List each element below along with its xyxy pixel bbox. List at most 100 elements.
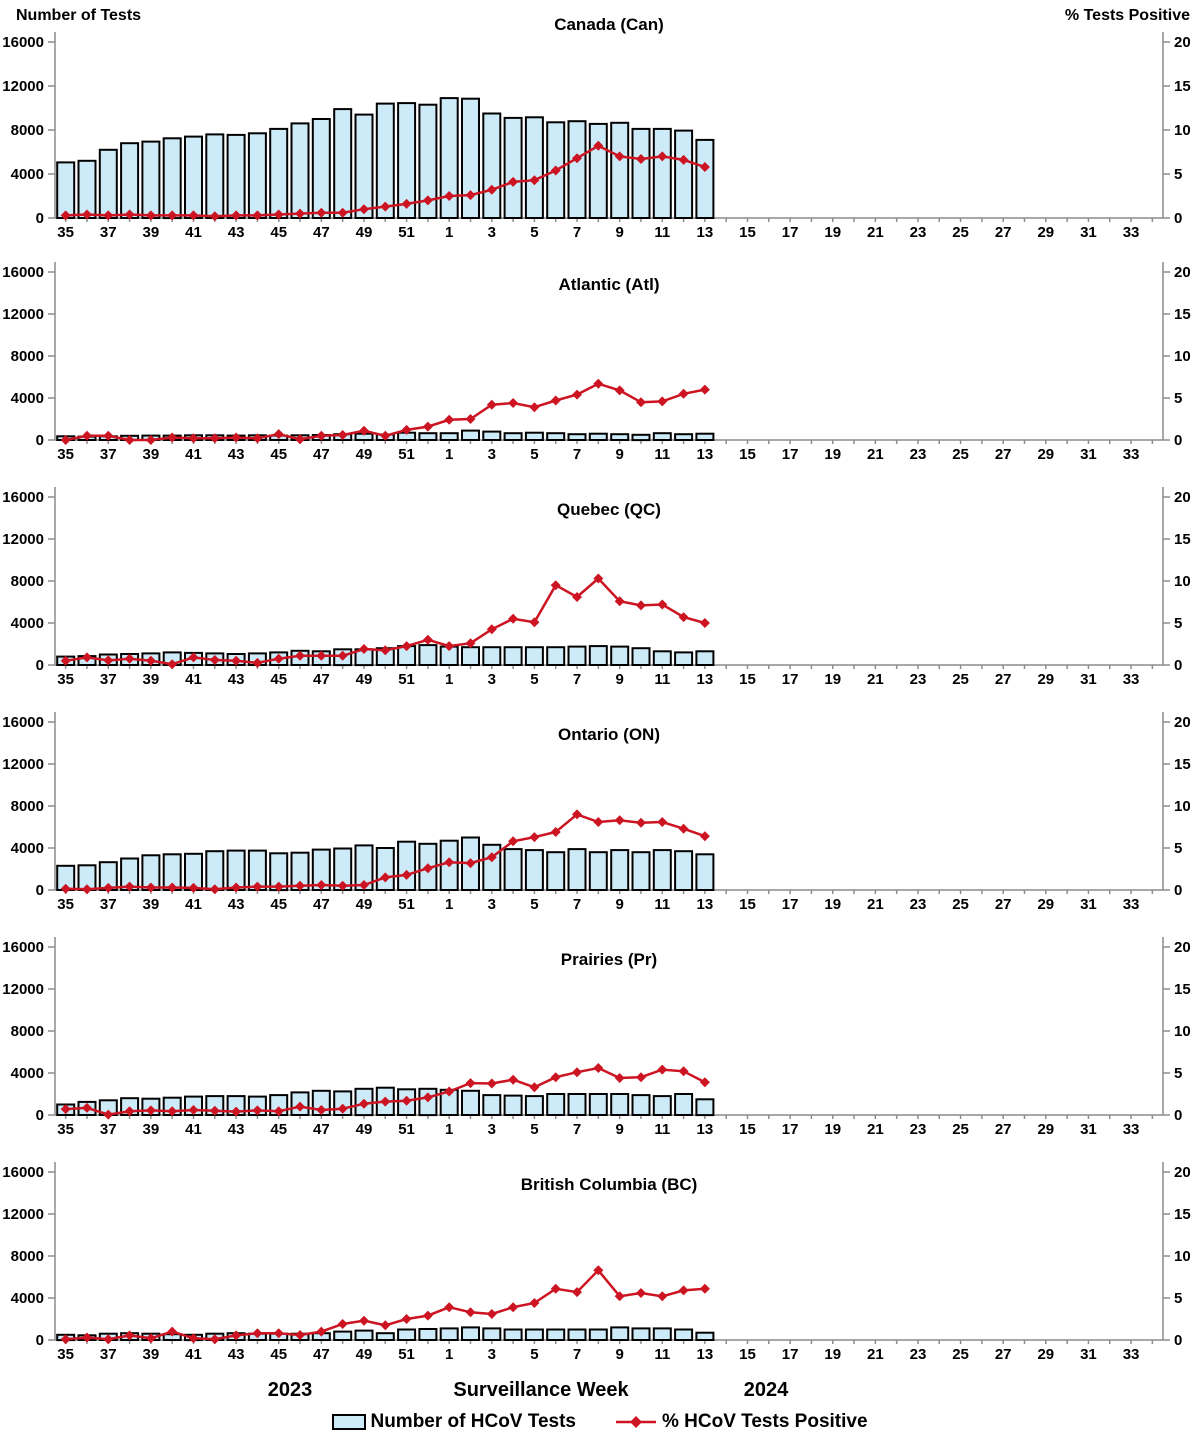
left-tick-label: 0 xyxy=(36,657,44,674)
bar xyxy=(482,646,502,666)
line-marker xyxy=(337,1103,348,1114)
line-marker xyxy=(422,421,433,432)
week-tick-label: 1 xyxy=(445,671,453,688)
week-tick-label: 33 xyxy=(1123,1121,1140,1138)
week-tick-label: 27 xyxy=(995,1346,1012,1363)
line-marker xyxy=(209,1105,220,1116)
week-tick-label: 13 xyxy=(697,446,714,463)
line-marker xyxy=(465,190,476,201)
line-marker xyxy=(529,402,540,413)
line-marker xyxy=(508,398,519,408)
left-tick-label: 0 xyxy=(36,1332,44,1349)
bar xyxy=(695,1098,715,1117)
line-marker xyxy=(231,882,242,893)
bar xyxy=(418,103,438,219)
line-marker xyxy=(699,618,710,628)
line-marker xyxy=(508,613,519,624)
week-tick-label: 9 xyxy=(615,446,623,463)
week-tick-label: 25 xyxy=(952,896,969,913)
line-marker xyxy=(209,1334,220,1345)
line-marker xyxy=(422,863,433,874)
left-tick-label: 12000 xyxy=(2,531,44,548)
week-tick-label: 9 xyxy=(615,896,623,913)
bar xyxy=(567,848,587,892)
panel-title: Ontario (ON) xyxy=(558,725,660,744)
line-marker xyxy=(359,880,369,890)
bar xyxy=(290,122,310,219)
line-marker xyxy=(359,425,369,436)
bar xyxy=(588,432,608,441)
line-marker xyxy=(231,210,242,221)
chart-panels: Number of Tests % Tests Positive Canada (C… xyxy=(2,7,1191,1363)
bar xyxy=(503,1328,523,1341)
line-marker xyxy=(145,655,156,666)
right-tick-label: 5 xyxy=(1174,390,1182,407)
line-marker xyxy=(145,882,156,893)
line-marker xyxy=(82,430,92,441)
bar xyxy=(56,161,76,219)
bar xyxy=(610,433,630,441)
right-tick-label: 5 xyxy=(1174,166,1182,183)
bar xyxy=(461,429,480,442)
line-marker xyxy=(614,596,625,607)
bar xyxy=(674,850,694,891)
line-marker xyxy=(699,1283,710,1294)
left-tick-label: 4000 xyxy=(11,1065,44,1082)
week-tick-label: 43 xyxy=(228,1121,245,1138)
week-tick-label: 21 xyxy=(867,446,884,463)
line-marker xyxy=(167,1326,178,1337)
line-marker xyxy=(124,1330,135,1341)
right-tick-label: 0 xyxy=(1174,657,1182,674)
week-tick-label: 21 xyxy=(867,1346,884,1363)
bar xyxy=(333,108,353,219)
panel-canada-can: Number of Tests % Tests Positive Canada (C… xyxy=(2,7,1190,241)
week-tick-label: 51 xyxy=(398,896,415,913)
left-tick-label: 0 xyxy=(36,210,44,227)
bar xyxy=(503,432,523,441)
bar xyxy=(546,1328,566,1341)
week-tick-label: 19 xyxy=(824,1121,841,1138)
line-marker xyxy=(401,1095,412,1106)
bar xyxy=(461,97,480,219)
line-marker xyxy=(593,573,604,584)
line-marker xyxy=(550,395,561,406)
week-tick-label: 51 xyxy=(398,1346,415,1363)
week-tick-label: 11 xyxy=(654,671,670,688)
week-tick-label: 13 xyxy=(697,896,714,913)
line-marker xyxy=(550,827,561,837)
week-tick-label: 15 xyxy=(739,1121,756,1138)
right-tick-label: 15 xyxy=(1174,1206,1191,1223)
bar xyxy=(141,140,161,220)
line-marker xyxy=(699,1077,710,1088)
line-marker xyxy=(273,1106,284,1117)
left-tick-label: 16000 xyxy=(2,264,44,281)
bar xyxy=(674,651,694,666)
right-tick-label: 0 xyxy=(1174,432,1182,449)
week-tick-label: 29 xyxy=(1037,896,1054,913)
week-tick-label: 31 xyxy=(1080,896,1097,913)
line-marker xyxy=(252,1328,263,1339)
line-marker xyxy=(444,1302,455,1313)
week-tick-label: 19 xyxy=(824,224,841,241)
week-tick-label: 19 xyxy=(824,446,841,463)
week-tick-label: 39 xyxy=(143,1346,160,1363)
right-tick-label: 20 xyxy=(1174,489,1191,506)
bar xyxy=(567,645,587,667)
line-marker xyxy=(103,430,114,441)
bar xyxy=(695,138,715,219)
line-marker xyxy=(401,424,412,435)
bar xyxy=(503,646,523,666)
week-tick-label: 49 xyxy=(356,896,373,913)
bar xyxy=(503,1094,523,1117)
week-tick-label: 31 xyxy=(1080,1121,1097,1138)
line-marker xyxy=(593,1265,604,1276)
line-marker xyxy=(636,1288,646,1298)
bar xyxy=(588,851,608,891)
line-marker xyxy=(252,433,263,444)
week-tick-label: 23 xyxy=(910,446,927,463)
line-marker xyxy=(465,414,476,424)
right-tick-label: 5 xyxy=(1174,1290,1182,1307)
week-tick-label: 21 xyxy=(867,671,884,688)
week-tick-label: 43 xyxy=(228,671,245,688)
left-tick-label: 4000 xyxy=(11,390,44,407)
